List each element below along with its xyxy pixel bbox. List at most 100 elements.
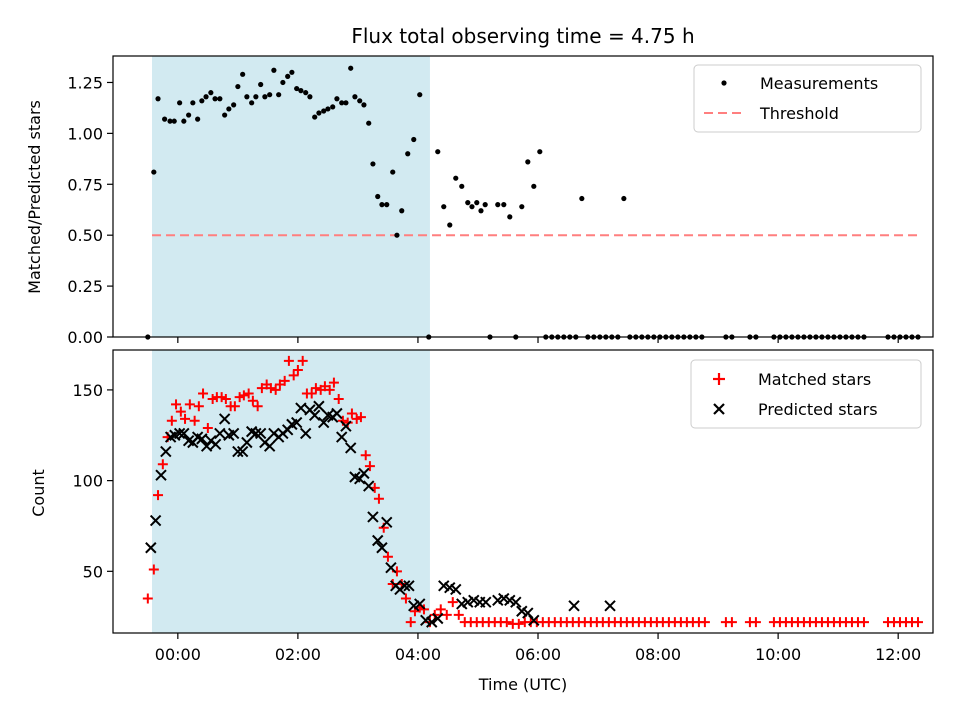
measurement-point bbox=[482, 202, 488, 208]
matched-star-point bbox=[157, 459, 168, 470]
predicted-star-point bbox=[299, 427, 312, 440]
predicted-star-point bbox=[432, 612, 444, 625]
matched-star-point bbox=[202, 423, 213, 434]
legend-matched-marker bbox=[713, 373, 725, 385]
measurement-point bbox=[195, 116, 201, 122]
measurement-point bbox=[394, 232, 400, 238]
measurement-point bbox=[390, 169, 396, 175]
measurement-point bbox=[379, 202, 385, 208]
predicted-star-point bbox=[254, 427, 267, 440]
measurement-point bbox=[459, 183, 465, 189]
matched-star-point bbox=[220, 393, 231, 404]
predicted-star-point bbox=[372, 534, 384, 547]
predicted-star-point bbox=[480, 596, 492, 608]
predicted-star-point bbox=[155, 469, 167, 481]
y-tick-label: 150 bbox=[72, 381, 103, 400]
top-legend: Measurements Threshold bbox=[693, 64, 922, 133]
measurement-point bbox=[212, 96, 218, 102]
predicted-star-point bbox=[385, 561, 397, 574]
matched-star-point bbox=[153, 490, 164, 501]
predicted-star-point bbox=[363, 480, 375, 492]
predicted-star-point bbox=[528, 614, 540, 627]
bottom-y-ticks: 50 100 150 bbox=[72, 381, 113, 581]
predicted-star-point bbox=[367, 511, 379, 523]
measurement-point bbox=[155, 96, 161, 102]
measurement-point bbox=[312, 114, 318, 120]
predicted-star-point bbox=[218, 413, 231, 425]
measurement-point bbox=[240, 71, 246, 77]
measurement-point bbox=[249, 100, 255, 106]
predicted-star-point bbox=[308, 409, 321, 422]
measurement-point bbox=[167, 118, 173, 124]
measurement-point bbox=[525, 159, 531, 165]
measurement-point bbox=[579, 195, 585, 202]
predicted-star-point bbox=[376, 542, 388, 554]
top-axes-frame bbox=[112, 55, 934, 338]
top-panel: 0.00 0.25 0.50 0.75 1.00 1.25 Matched/Predict… bbox=[25, 55, 934, 347]
top-y-axis-label: Matched/Predicted stars bbox=[25, 100, 44, 294]
measurement-point bbox=[366, 120, 372, 126]
legend-predicted-label: Predicted stars bbox=[758, 400, 878, 419]
matched-star-point bbox=[279, 375, 290, 386]
predicted-star-point bbox=[336, 431, 348, 443]
matched-star-point bbox=[198, 388, 209, 399]
legend-threshold-label: Threshold bbox=[759, 104, 839, 123]
matched-star-point bbox=[364, 461, 375, 472]
measurement-point bbox=[330, 104, 336, 110]
matched-star-point bbox=[270, 384, 281, 395]
matched-star-point bbox=[750, 617, 761, 628]
y-tick-label: 0.25 bbox=[67, 277, 103, 296]
matched-star-point bbox=[292, 364, 303, 375]
predicted-star-point bbox=[209, 438, 222, 451]
y-tick-label: 0.75 bbox=[67, 175, 103, 194]
bottom-y-axis-label: Count bbox=[29, 469, 48, 517]
matched-star-point bbox=[501, 617, 512, 628]
legend-predicted-marker bbox=[713, 403, 725, 415]
matched-star-point bbox=[513, 618, 524, 629]
predicted-star-point bbox=[250, 427, 262, 440]
measurement-point bbox=[177, 100, 183, 106]
measurement-point bbox=[348, 65, 354, 71]
y-tick-label: 1.25 bbox=[67, 73, 103, 92]
matched-star-point bbox=[180, 413, 191, 424]
top-legend-box bbox=[693, 64, 922, 133]
predicted-star-point bbox=[214, 427, 226, 440]
measurement-point bbox=[384, 202, 390, 208]
measurement-point bbox=[537, 149, 543, 155]
measurement-point bbox=[181, 118, 187, 124]
measurement-point bbox=[370, 161, 376, 167]
measurement-point bbox=[203, 94, 209, 100]
measurement-point bbox=[294, 85, 300, 92]
measurement-point bbox=[465, 200, 471, 206]
bottom-x-ticks: 00:00 02:00 04:00 06:00 08:00 10:00 12:00 bbox=[155, 633, 921, 664]
matched-star-point bbox=[355, 412, 366, 423]
measurement-point bbox=[352, 94, 358, 100]
observing-window-shade bbox=[152, 350, 430, 633]
predicted-star-point bbox=[414, 598, 426, 610]
matched-star-point bbox=[333, 393, 344, 404]
x-axis-label: Time (UTC) bbox=[478, 675, 567, 694]
measurement-point bbox=[226, 106, 232, 112]
matched-star-point bbox=[229, 401, 240, 412]
bottom-legend-box bbox=[690, 359, 922, 429]
measurement-point bbox=[235, 83, 241, 90]
measurement-point bbox=[334, 96, 340, 102]
bottom-panel: 50 100 150 00:00 02:00 04:00 06:00 08:00 10:00 1… bbox=[29, 349, 934, 694]
measurement-point bbox=[276, 92, 282, 98]
measurement-point bbox=[399, 208, 405, 214]
measurement-point bbox=[303, 90, 309, 96]
predicted-star-point bbox=[403, 580, 415, 592]
legend-measurements-marker bbox=[721, 80, 727, 86]
x-tick-label: 06:00 bbox=[515, 645, 561, 664]
measurement-point bbox=[321, 108, 327, 114]
measurement-point bbox=[217, 96, 223, 102]
measurement-point bbox=[244, 94, 250, 100]
measurement-point bbox=[262, 94, 268, 100]
predicted-star-point bbox=[295, 402, 307, 414]
measurement-point bbox=[519, 204, 525, 210]
measurement-point bbox=[435, 149, 441, 155]
matched-star-point bbox=[405, 617, 416, 628]
measurement-point bbox=[316, 110, 322, 116]
measurement-point bbox=[447, 222, 453, 228]
predicted-star-point bbox=[345, 442, 357, 454]
